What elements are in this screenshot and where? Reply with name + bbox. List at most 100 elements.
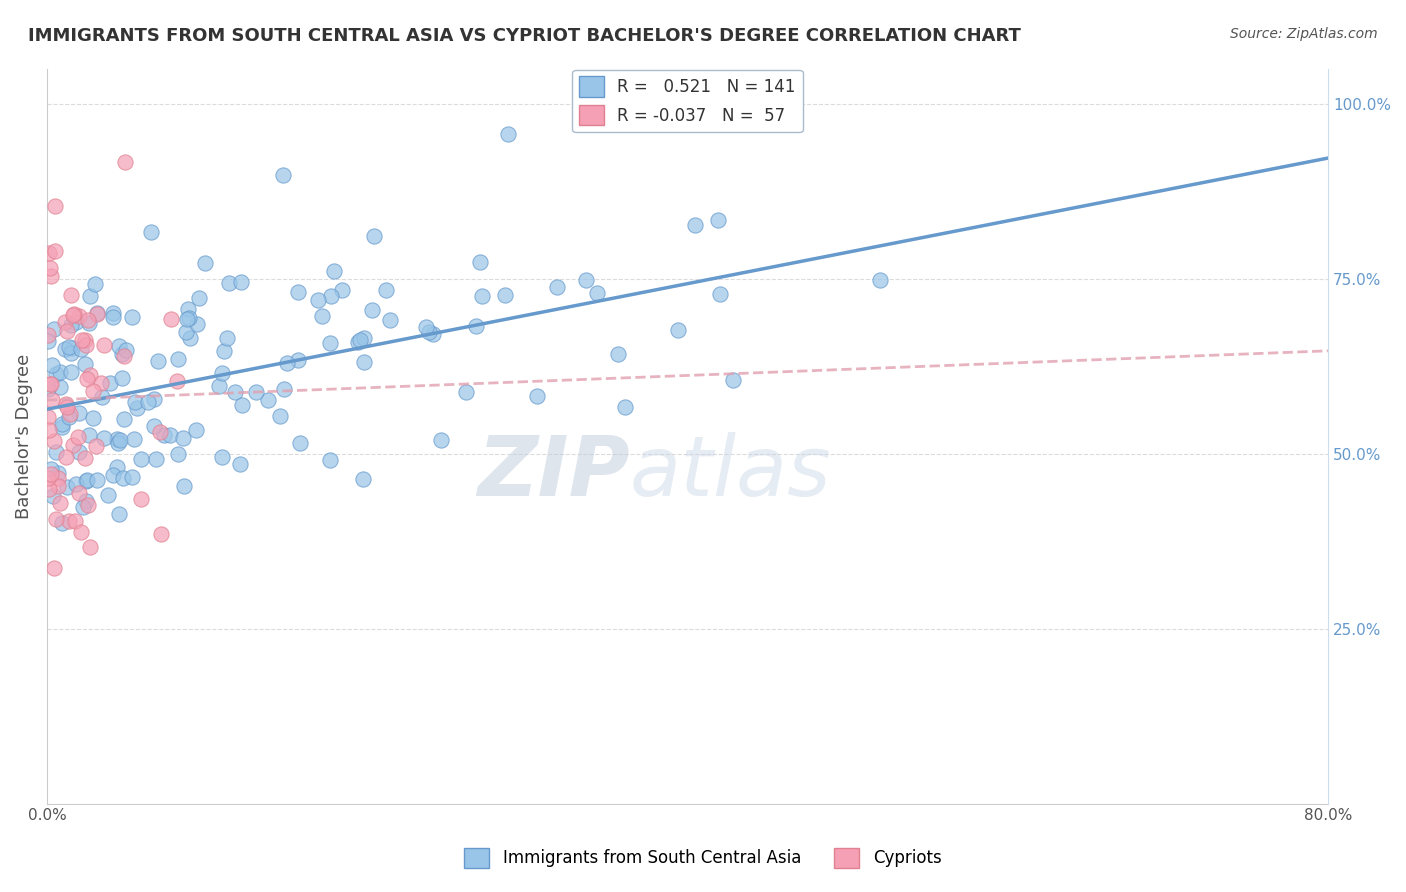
Point	[45, 511, 67, 525]
Point	[276, 356, 298, 370]
Point	[575, 273, 598, 287]
Point	[224, 385, 246, 400]
Point	[184, 423, 207, 437]
Point	[122, 432, 145, 446]
Point	[79, 540, 101, 554]
Point	[65, 315, 87, 329]
Point	[422, 326, 444, 341]
Point	[93, 431, 115, 445]
Point	[60, 287, 83, 301]
Point	[59, 345, 82, 359]
Point	[363, 229, 385, 244]
Point	[58, 515, 80, 529]
Point	[60, 341, 83, 355]
Point	[75, 474, 97, 488]
Point	[138, 395, 160, 409]
Point	[53, 315, 76, 329]
Point	[211, 366, 233, 380]
Point	[319, 335, 342, 350]
Point	[39, 461, 62, 475]
Point	[103, 468, 125, 483]
Point	[229, 457, 252, 471]
Point	[149, 425, 172, 439]
Point	[97, 488, 120, 502]
Point	[607, 347, 630, 361]
Point	[107, 507, 129, 521]
Point	[59, 408, 82, 422]
Point	[48, 466, 70, 480]
Point	[111, 371, 134, 385]
Point	[121, 469, 143, 483]
Point	[101, 310, 124, 324]
Point	[76, 473, 98, 487]
Point	[82, 410, 104, 425]
Point	[105, 432, 128, 446]
Point	[105, 460, 128, 475]
Point	[65, 476, 87, 491]
Point	[48, 365, 70, 379]
Point	[112, 349, 135, 363]
Point	[546, 280, 568, 294]
Point	[112, 411, 135, 425]
Point	[86, 307, 108, 321]
Point	[494, 287, 516, 301]
Point	[288, 436, 311, 450]
Point	[468, 255, 491, 269]
Point	[160, 311, 183, 326]
Point	[60, 318, 83, 332]
Point	[42, 322, 65, 336]
Point	[586, 285, 609, 300]
Point	[869, 273, 891, 287]
Point	[287, 353, 309, 368]
Point	[464, 319, 486, 334]
Point	[82, 384, 104, 399]
Point	[683, 219, 706, 233]
Point	[322, 264, 344, 278]
Point	[349, 333, 371, 347]
Point	[77, 313, 100, 327]
Point	[188, 291, 211, 305]
Point	[174, 325, 197, 339]
Point	[167, 351, 190, 366]
Point	[41, 392, 63, 407]
Point	[709, 287, 731, 301]
Point	[86, 306, 108, 320]
Point	[353, 331, 375, 345]
Point	[375, 283, 398, 297]
Point	[73, 333, 96, 347]
Point	[58, 340, 80, 354]
Point	[69, 343, 91, 357]
Point	[149, 527, 172, 541]
Legend: Immigrants from South Central Asia, Cypriots: Immigrants from South Central Asia, Cypr…	[458, 841, 948, 875]
Point	[139, 225, 162, 239]
Point	[110, 434, 132, 448]
Point	[55, 397, 77, 411]
Point	[114, 154, 136, 169]
Point	[51, 420, 73, 434]
Point	[67, 430, 90, 444]
Point	[273, 382, 295, 396]
Point	[37, 409, 59, 424]
Point	[231, 275, 253, 289]
Point	[211, 450, 233, 464]
Point	[721, 373, 744, 387]
Point	[124, 394, 146, 409]
Point	[430, 433, 453, 447]
Point	[186, 318, 208, 332]
Point	[526, 389, 548, 403]
Point	[39, 467, 62, 481]
Point	[67, 309, 90, 323]
Point	[194, 256, 217, 270]
Point	[79, 288, 101, 302]
Point	[121, 310, 143, 324]
Point	[51, 417, 73, 432]
Point	[38, 246, 60, 260]
Point	[208, 378, 231, 392]
Point	[166, 448, 188, 462]
Point	[69, 444, 91, 458]
Point	[75, 337, 97, 351]
Point	[179, 331, 201, 345]
Text: IMMIGRANTS FROM SOUTH CENTRAL ASIA VS CYPRIOT BACHELOR'S DEGREE CORRELATION CHAR: IMMIGRANTS FROM SOUTH CENTRAL ASIA VS CY…	[28, 27, 1021, 45]
Point	[38, 376, 60, 391]
Point	[39, 268, 62, 283]
